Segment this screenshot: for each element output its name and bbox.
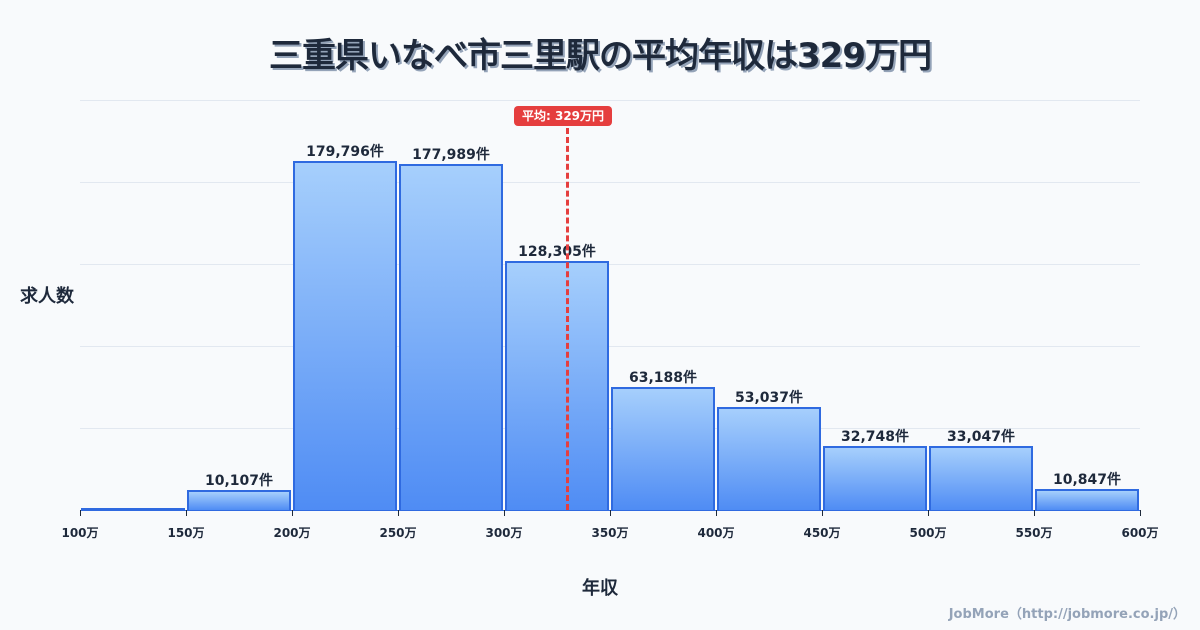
bar-value-label: 128,305件 [518,243,596,260]
histogram-bar [293,160,397,510]
bar-value-label: 177,989件 [412,147,490,164]
gridline [80,264,1140,265]
x-tick [610,510,611,516]
x-tick-label: 400万 [697,526,735,540]
histogram-bar [81,508,185,510]
histogram-bar [399,164,503,510]
gridline [80,182,1140,183]
x-tick [822,510,823,516]
x-tick [716,510,717,516]
x-tick-label: 500万 [909,526,947,540]
gridline [80,428,1140,429]
histogram-bar [1035,488,1139,510]
x-tick [1034,510,1035,516]
x-tick-label: 250万 [379,526,417,540]
bar-value-label: 53,037件 [734,389,804,406]
x-tick-label: 150万 [167,526,205,540]
gridline [80,346,1140,347]
x-tick-label: 100万 [61,526,99,540]
gridline [80,100,1140,101]
x-tick [398,510,399,516]
x-tick [186,510,187,516]
x-tick [504,510,505,516]
histogram-bar [505,260,609,510]
x-tick [292,510,293,516]
bar-value-label: 33,047件 [946,428,1016,445]
average-line [566,128,569,510]
chart-title: 三重県いなべ市三里駅の平均年収は329万円 [269,36,932,76]
x-tick-label: 350万 [591,526,629,540]
bar-value-label: 10,107件 [204,473,274,490]
histogram-bar [611,387,715,510]
x-tick-label: 550万 [1015,526,1053,540]
histogram-bar [717,406,821,510]
bar-value-label: 10,847件 [1052,471,1122,488]
histogram-bar [187,490,291,510]
histogram-bar [929,445,1033,510]
bar-value-label: 32,748件 [840,429,910,446]
bar-value-label: 63,188件 [628,370,698,387]
x-tick [80,510,81,516]
x-tick-label: 300万 [485,526,523,540]
x-tick-label: 200万 [273,526,311,540]
x-axis-label: 年収 [582,578,618,599]
plot-area: 10,107件 179,796件 177,989件 128,305件 63,188件 53… [80,100,1140,511]
histogram-bar [823,446,927,510]
footer-credit: JobMore（http://jobmore.co.jp/） [948,607,1186,622]
x-tick [1140,510,1141,516]
average-badge: 平均: 329万円 [514,106,613,126]
bar-value-label: 179,796件 [306,143,384,160]
x-tick [928,510,929,516]
x-tick-label: 450万 [803,526,841,540]
y-axis-label: 求人数 [20,286,74,307]
x-tick-label: 600万 [1121,526,1159,540]
